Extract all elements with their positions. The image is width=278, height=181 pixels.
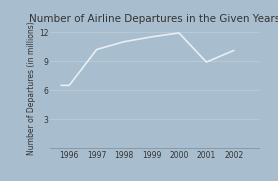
Y-axis label: Number of Departures (in millions): Number of Departures (in millions) — [27, 21, 36, 155]
Title: Number of Airline Departures in the Given Years: Number of Airline Departures in the Give… — [29, 14, 278, 24]
